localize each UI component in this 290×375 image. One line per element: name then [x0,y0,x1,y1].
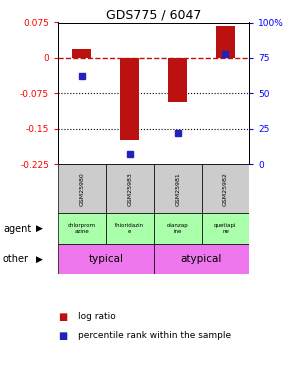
Bar [106,213,154,244]
Text: ■: ■ [58,331,67,340]
Bar [216,26,235,58]
Bar [58,164,106,213]
Bar [154,164,202,213]
Text: atypical: atypical [181,254,222,264]
Text: ■: ■ [58,312,67,322]
Bar [106,164,154,213]
Bar [202,164,249,213]
Bar [168,58,187,102]
Text: quetiapi
ne: quetiapi ne [214,224,237,234]
Text: agent: agent [3,224,31,234]
Text: chlorprom
azine: chlorprom azine [68,224,96,234]
Text: percentile rank within the sample: percentile rank within the sample [78,331,231,340]
Text: thioridazin
e: thioridazin e [115,224,144,234]
Bar [154,213,202,244]
Bar [58,213,106,244]
Text: GSM25983: GSM25983 [127,172,132,206]
Bar [58,244,154,274]
Text: olanzap
ine: olanzap ine [167,224,189,234]
Text: GSM25980: GSM25980 [79,172,84,206]
Bar [120,58,139,141]
Text: log ratio: log ratio [78,312,116,321]
Title: GDS775 / 6047: GDS775 / 6047 [106,8,201,21]
Text: ▶: ▶ [36,255,43,264]
Text: GSM25982: GSM25982 [223,172,228,206]
Text: typical: typical [88,254,123,264]
Text: ▶: ▶ [36,224,43,233]
Bar [72,50,92,58]
Bar [154,244,249,274]
Text: GSM25981: GSM25981 [175,172,180,206]
Bar [202,213,249,244]
Text: other: other [3,254,29,264]
